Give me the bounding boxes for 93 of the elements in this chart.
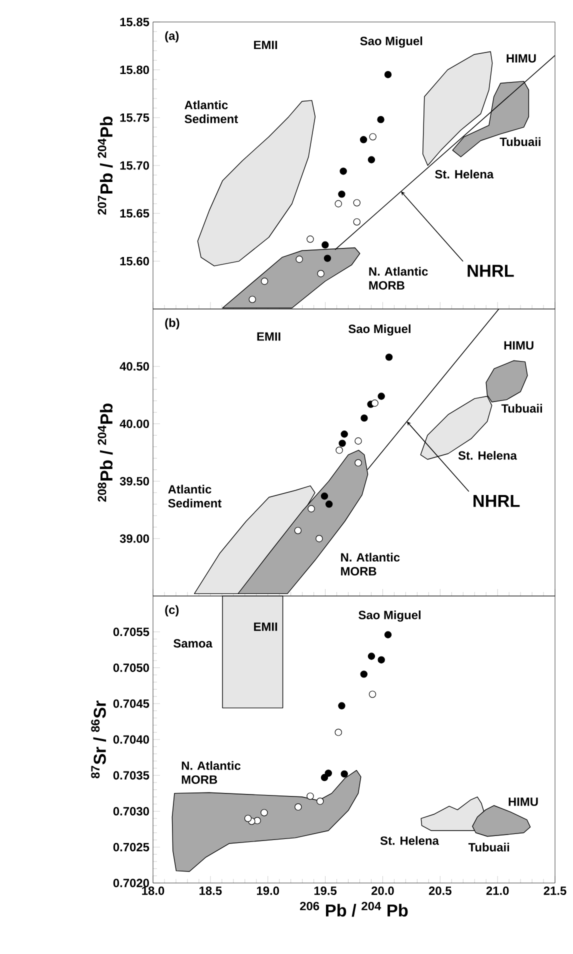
point: [384, 631, 392, 638]
annotation: HIMU: [504, 341, 534, 350]
y-tick-label: 0.7045: [113, 699, 150, 708]
point: [338, 440, 346, 447]
y-tick-label: 0.7055: [113, 628, 150, 636]
point: [296, 256, 303, 263]
y-tick-label: 15.75: [120, 113, 150, 122]
point: [338, 190, 346, 198]
point: [340, 168, 347, 175]
annotation: Atlantic Sediment: [168, 484, 222, 508]
point: [316, 798, 324, 805]
point: [308, 505, 315, 512]
y-axis-title: $^{87}$Sr / $^{86}$Sr: [91, 700, 106, 778]
y-axis-title: $^{207}$Pb / $^{204}$Pb: [98, 116, 113, 215]
point: [338, 702, 346, 710]
annotation: Atlantic Sediment: [184, 100, 238, 124]
x-tick-label: 21.0: [486, 886, 509, 895]
point: [324, 770, 332, 777]
point: [340, 770, 348, 778]
y-tick-label: 40.00: [120, 420, 149, 428]
point: [384, 71, 392, 78]
point: [260, 278, 268, 285]
point: [254, 816, 261, 824]
point: [377, 116, 384, 124]
point: [294, 803, 302, 811]
y-tick-label: 15.60: [120, 256, 149, 266]
point: [260, 809, 268, 816]
point: [368, 652, 376, 660]
y-tick-label: 15.65: [120, 209, 150, 218]
y-tick-label: 0.7020: [113, 878, 149, 888]
x-tick-label: 18.0: [142, 886, 164, 895]
annotation: St. Helena: [380, 836, 439, 845]
annotation: HIMU: [506, 54, 536, 63]
point: [360, 136, 368, 144]
x-tick-label: 20.5: [428, 886, 452, 895]
annotation: Tubuaii: [501, 404, 542, 413]
x-tick-label: 21.5: [544, 886, 566, 895]
y-tick-label: 0.7025: [113, 842, 150, 852]
annotation: Sao Miguel: [348, 324, 410, 336]
point: [378, 656, 385, 664]
y-tick-label: 40.50: [120, 362, 149, 371]
point: [244, 814, 252, 822]
y-tick-label: 0.7050: [113, 664, 149, 672]
point: [248, 296, 256, 304]
y-tick-label: 15.70: [120, 161, 149, 170]
point: [320, 774, 328, 782]
text: NHRL: [474, 495, 520, 507]
point: [371, 400, 378, 407]
point: [325, 500, 333, 508]
annotation: Tubuaii: [500, 137, 540, 146]
point: [368, 156, 376, 164]
point: [320, 492, 328, 500]
point: [324, 254, 332, 262]
annotation: HIMU: [508, 798, 538, 806]
annotation: N. Atlantic MORB: [341, 552, 400, 576]
annotation: Samoa: [174, 639, 212, 648]
point: [294, 526, 302, 534]
y-tick-label: 0.7030: [113, 807, 149, 816]
y-tick-label: 15.85: [120, 18, 150, 26]
x-tick-label: 18.5: [200, 886, 222, 895]
y-tick-label: 0.7040: [113, 735, 149, 744]
annotation: (b): [165, 318, 180, 330]
annotation: EMII: [254, 622, 278, 631]
annotation: St. Helena: [435, 170, 494, 178]
x-tick-label: 19.5: [314, 886, 337, 895]
y-tick-label: 0.7035: [113, 771, 150, 780]
annotation: Sao Miguel: [358, 610, 420, 622]
point: [360, 414, 368, 422]
point: [322, 241, 329, 248]
y-tick-label: 39.00: [120, 534, 149, 543]
point: [340, 430, 348, 438]
annotation: EMII: [254, 40, 278, 50]
point: [385, 354, 393, 361]
point: [378, 392, 385, 400]
annotation: Sao Miguel: [360, 36, 422, 48]
annotation: N. Atlantic MORB: [369, 266, 428, 290]
point: [360, 670, 368, 678]
point: [316, 534, 323, 542]
y-axis-title: $^{208}$Pb / $^{204}$Pb: [98, 404, 113, 502]
x-tick-label: 19.0: [256, 886, 279, 895]
point: [354, 459, 362, 466]
x-tick-label: 20.0: [372, 886, 394, 895]
x-axis-title: $^{206}$ Pb / $^{204}$ Pb: [300, 902, 408, 917]
annotation: Tubuaii: [468, 842, 510, 852]
annotation: (a): [165, 31, 179, 42]
point: [317, 270, 324, 278]
annotation: EMII: [257, 332, 280, 341]
y-tick-label: 15.80: [120, 66, 149, 74]
annotation: St. Helena: [458, 450, 517, 460]
y-tick-label: 39.50: [120, 476, 149, 486]
annotation: (c): [165, 605, 179, 616]
annotation: N. Atlantic MORB: [182, 761, 241, 784]
text: NHRL: [468, 264, 514, 277]
